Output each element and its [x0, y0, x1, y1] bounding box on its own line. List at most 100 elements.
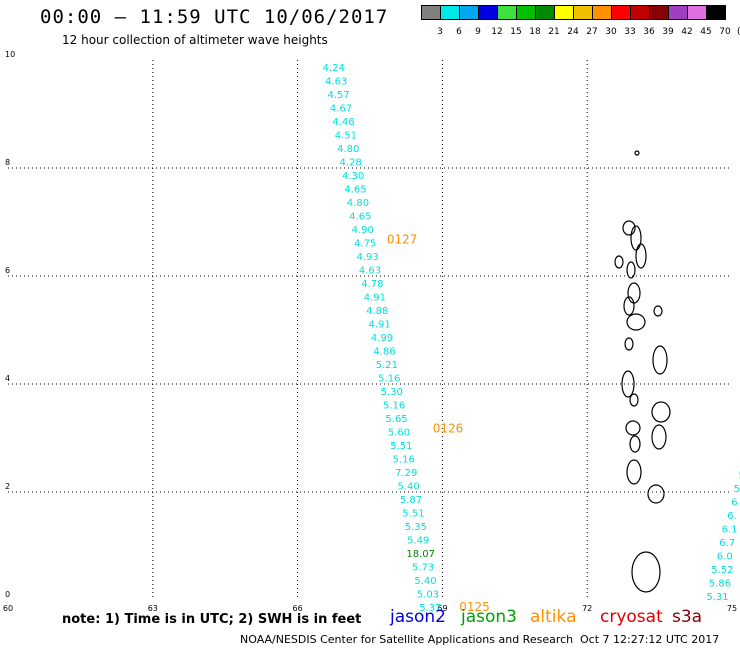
atoll-outline: [629, 435, 641, 453]
wave-height-value: 6.7: [719, 538, 735, 549]
wave-height-value: 4.51: [335, 130, 357, 141]
atoll-outline: [629, 393, 639, 407]
wave-height-value: 5: [738, 471, 740, 482]
atoll-outline: [621, 370, 635, 398]
colorbar-tick-label: 27: [586, 27, 598, 37]
wave-height-value: 6: [731, 498, 737, 509]
latitude-tick-label: 2: [5, 482, 10, 491]
longitude-tick-label: 69: [437, 604, 447, 613]
atoll-outline: [627, 282, 641, 304]
map-grid: 60 63 66 69 72 75 0 2 4 6 8 10: [3, 50, 737, 613]
wave-height-value: 5.30: [381, 387, 403, 398]
wave-height-value: 4.28: [340, 157, 362, 168]
wave-height-value: 5: [734, 484, 740, 495]
wave-height-value: 5.51: [390, 441, 412, 452]
pass-number-label: 0126: [433, 422, 464, 436]
colorbar-swatch: [706, 5, 726, 20]
wave-height-value: 4.30: [342, 171, 364, 182]
colorbar-tick-label: 15: [510, 27, 522, 37]
wave-height-value: 6.1: [722, 525, 738, 536]
colorbar-tick-label: 33: [624, 27, 636, 37]
atoll-outline: [614, 255, 624, 269]
pass-number-labels: 0127 0126 0125: [387, 233, 490, 614]
wave-height-value: 5.03: [417, 589, 439, 600]
atoll-outline: [630, 225, 642, 251]
wave-height-value: 5.16: [378, 373, 400, 384]
longitude-tick-label: 63: [148, 604, 158, 613]
wave-height-value: 5.21: [376, 360, 398, 371]
wave-height-value: 5.73: [412, 562, 434, 573]
colorbar-tick-label: 42: [681, 27, 693, 37]
wave-height-value: 5.87: [400, 495, 422, 506]
wave-height-value: 4.93: [356, 252, 378, 263]
latitude-tick-label: 4: [5, 374, 10, 383]
satellite-legend-jason3: jason3: [461, 607, 517, 627]
colorbar-tick-label: 45: [700, 27, 712, 37]
wave-height-value: 4.86: [373, 346, 395, 357]
wave-height-value: 5.86: [709, 579, 731, 590]
wave-height-value: 5.40: [414, 576, 436, 587]
atoll-outline: [653, 305, 663, 317]
atoll-outline: [631, 551, 661, 593]
satellite-legend-s3a: s3a: [672, 607, 703, 627]
latitude-tick-label: 10: [5, 50, 15, 59]
atoll-outline: [635, 243, 647, 269]
atoll-outline: [626, 261, 636, 279]
satellite-legend-cryosat: cryosat: [600, 607, 663, 627]
wave-height-value: 6.0: [717, 552, 733, 563]
atoll-outline: [651, 424, 667, 450]
wave-height-value: 4.75: [354, 238, 376, 249]
wave-height-value: 4.65: [349, 211, 371, 222]
wave-height-observations: 4.24 4.63 4.57 4.67 4.46 4.51 4.80 4.28 4.30 4.65…: [323, 63, 740, 614]
colorbar-tick-label: 21: [548, 27, 560, 37]
atoll-outline: [647, 484, 665, 504]
colorbar-unit: (ft): [737, 27, 740, 37]
wave-height-value: 4.57: [327, 90, 349, 101]
atoll-outline: [624, 337, 634, 351]
page-title: 00:00 — 11:59 UTC 10/06/2017: [40, 6, 389, 28]
wave-height-value: 4.80: [347, 198, 369, 209]
atoll-outline: [626, 313, 646, 331]
pass-number-label: 0125: [459, 600, 490, 614]
colorbar-tick-label: 9: [475, 27, 481, 37]
atoll-outline: [651, 401, 671, 423]
satellite-legend-jason2: jason2: [390, 607, 446, 627]
wave-height-value: 5.65: [385, 414, 407, 425]
footer-note: note: 1) Time is in UTC; 2) SWH is in fe…: [62, 612, 362, 627]
satellite-legend-altika: altika: [530, 607, 577, 627]
wave-height-value: 18.07: [406, 549, 435, 560]
wave-height-value: 4.80: [337, 144, 359, 155]
atoll-outline: [634, 150, 640, 156]
colorbar-tick-label: 39: [662, 27, 674, 37]
wave-height-value: 6.: [727, 511, 737, 522]
atoll-outline: [623, 296, 635, 316]
wave-height-value: 4.63: [325, 76, 347, 87]
atoll-outline: [625, 420, 641, 436]
longitude-tick-label: 66: [293, 604, 303, 613]
colorbar-tick-label: 12: [491, 27, 503, 37]
wave-height-value: 4.78: [361, 279, 383, 290]
wave-height-value: 4.24: [323, 63, 345, 74]
maldives-coastline: [614, 150, 671, 593]
wave-height-value: 7.29: [395, 468, 417, 479]
colorbar-tick-label: 30: [605, 27, 617, 37]
wave-height-value: 4.63: [359, 265, 381, 276]
wave-height-value: 5.35: [405, 522, 427, 533]
wave-height-value: 4.91: [369, 319, 391, 330]
wave-height-value: 4.88: [366, 306, 388, 317]
wave-height-value: 5.31: [706, 592, 728, 603]
colorbar-tick-label: 36: [643, 27, 655, 37]
wave-height-value: 5.37: [419, 603, 441, 614]
pass-number-label: 0127: [387, 233, 418, 247]
longitude-tick-label: 75: [727, 604, 737, 613]
wave-height-value: 5.52: [711, 565, 733, 576]
wave-height-value: 5.40: [397, 481, 419, 492]
colorbar-tick-label: 18: [529, 27, 541, 37]
atoll-outline: [652, 345, 668, 375]
wave-height-value: 5.60: [388, 427, 410, 438]
footer-credit: NOAA/NESDIS Center for Satellite Applica…: [240, 633, 574, 646]
latitude-tick-label: 6: [5, 266, 10, 275]
wave-height-value: 4.67: [330, 103, 352, 114]
longitude-tick-label: 60: [3, 604, 13, 613]
colorbar-tick-label: 6: [456, 27, 462, 37]
